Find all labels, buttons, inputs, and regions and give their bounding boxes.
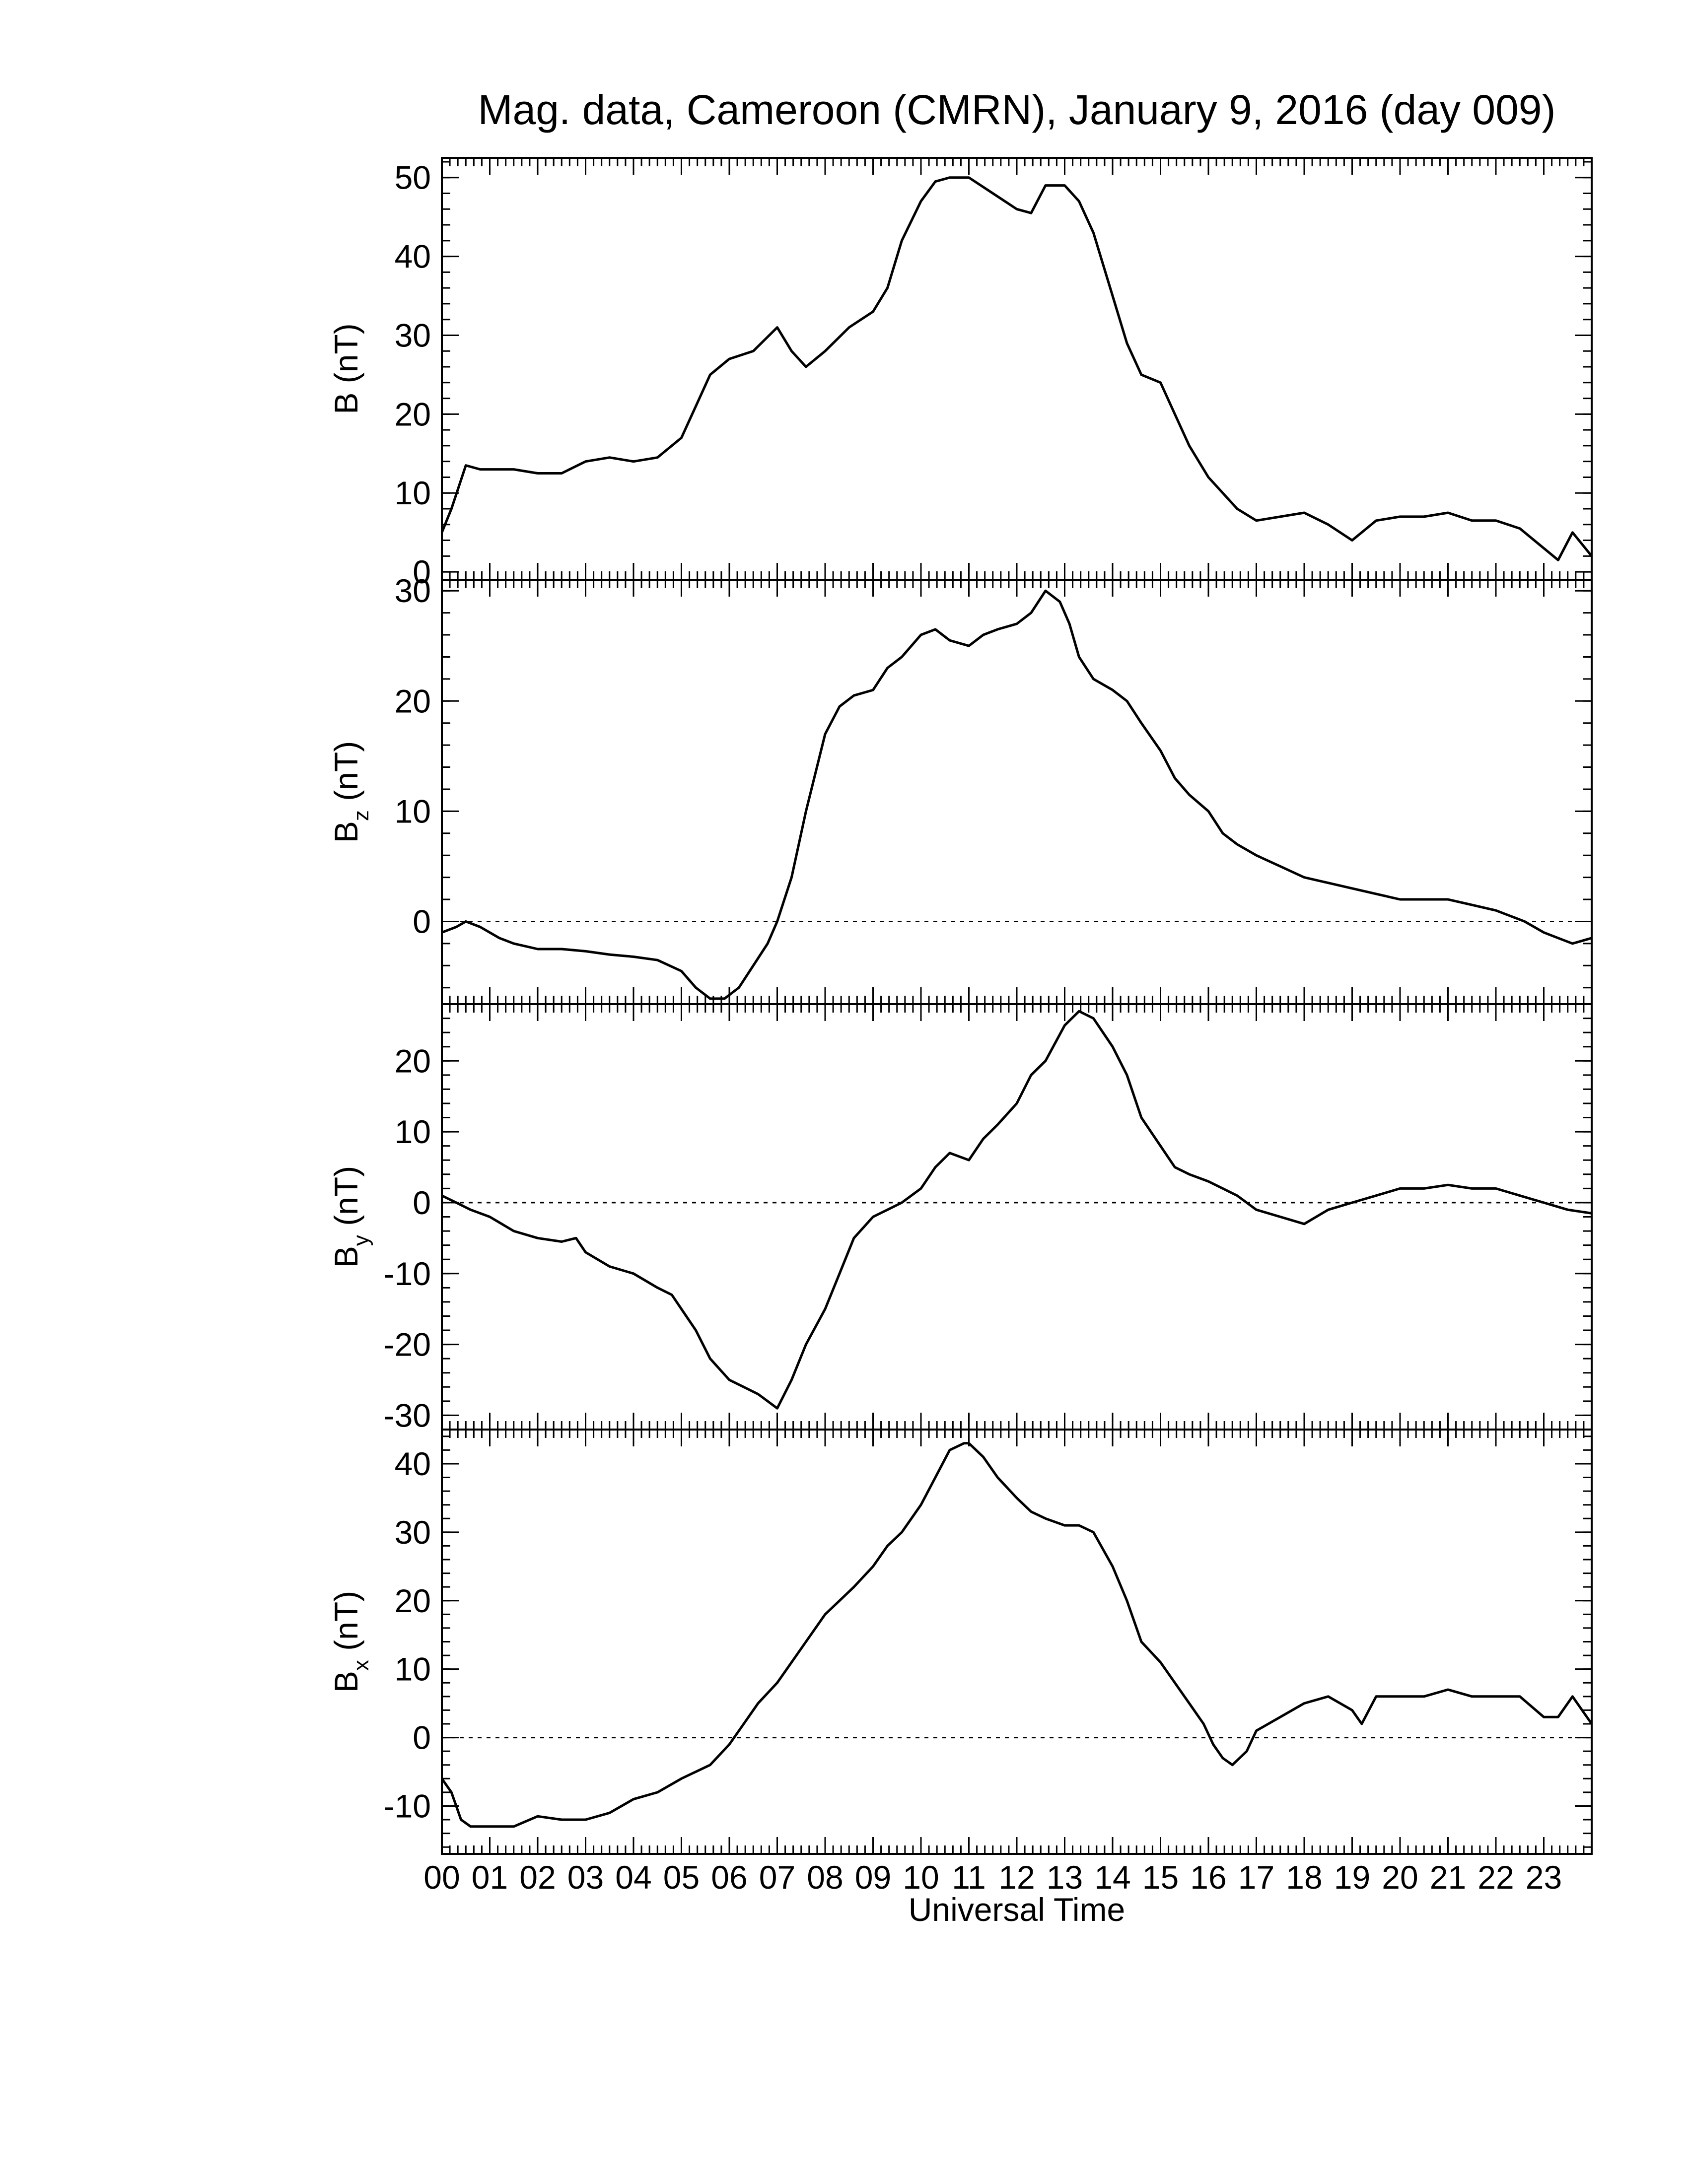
x-tick-label: 19 <box>1334 1859 1370 1896</box>
x-tick-label: 10 <box>903 1859 939 1896</box>
y-tick-label: -20 <box>384 1326 431 1363</box>
x-tick-label: 05 <box>663 1859 700 1896</box>
y-tick-label: 10 <box>395 1651 431 1688</box>
panel-Bz: 0 10 20 30 Bz (nT) <box>328 572 1593 1005</box>
y-tick-label: 0 <box>413 903 431 940</box>
panel-Bx: -10 0 10 20 30 40 Bx (nT) <box>328 1429 1593 1855</box>
y-tick-label: 40 <box>395 1445 431 1482</box>
x-axis-label: Universal Time <box>909 1891 1125 1928</box>
y-tick-label: 30 <box>395 1514 431 1551</box>
x-tick-label: 23 <box>1526 1859 1562 1896</box>
x-tick-label: 12 <box>998 1859 1035 1896</box>
x-tick-label: 04 <box>615 1859 651 1896</box>
panel-frame <box>441 1429 1593 1855</box>
y-tick-label: 0 <box>413 1184 431 1221</box>
panel-frame <box>441 1003 1593 1431</box>
data-line-Bx <box>440 1442 1593 1828</box>
x-tick-label: 21 <box>1430 1859 1466 1896</box>
y-tick-label: -10 <box>384 1255 431 1292</box>
y-axis-label: B (nT) <box>328 323 364 414</box>
panel-By: -30 -20 -10 0 10 20 By (nT) <box>328 1003 1593 1433</box>
y-axis-label: By (nT) <box>328 1166 373 1268</box>
y-tick-label: 10 <box>395 475 431 511</box>
data-line-B <box>440 176 1593 561</box>
y-tick-label: 10 <box>395 1113 431 1150</box>
y-tick-label: 20 <box>395 1042 431 1079</box>
y-tick-label: 40 <box>395 238 431 275</box>
x-tick-label: 06 <box>711 1859 747 1896</box>
x-tick-label: 08 <box>807 1859 843 1896</box>
x-axis: 00 01 02 03 04 05 06 07 08 09 10 11 12 13 14 15 16 17 18 19… <box>423 1859 1562 1896</box>
y-tick-label: -10 <box>384 1787 431 1824</box>
panel-frame <box>441 579 1593 1005</box>
x-tick-label: 00 <box>423 1859 460 1896</box>
x-tick-label: 02 <box>519 1859 556 1896</box>
x-tick-label: 18 <box>1286 1859 1322 1896</box>
x-tick-label: 07 <box>759 1859 795 1896</box>
y-tick-label: 30 <box>395 317 431 353</box>
panel-B: 0 10 20 30 40 50 B (nT) <box>328 157 1593 590</box>
y-tick-label: 50 <box>395 159 431 196</box>
y-tick-label: -30 <box>384 1397 431 1433</box>
x-tick-label: 22 <box>1477 1859 1514 1896</box>
y-tick-label: 20 <box>395 1582 431 1619</box>
x-tick-label: 20 <box>1382 1859 1418 1896</box>
x-tick-label: 03 <box>567 1859 604 1896</box>
y-tick-label: 20 <box>395 396 431 432</box>
y-tick-label: 20 <box>395 682 431 719</box>
y-tick-label: 30 <box>395 572 431 609</box>
x-tick-label: 13 <box>1047 1859 1083 1896</box>
y-tick-label: 0 <box>413 553 431 590</box>
y-tick-label: 0 <box>413 1719 431 1756</box>
data-line-By <box>441 1010 1592 1410</box>
x-tick-label: 11 <box>952 1859 986 1896</box>
y-axis-label: Bz (nT) <box>328 741 373 843</box>
x-tick-label: 01 <box>472 1859 508 1896</box>
y-axis-label: Bx (nT) <box>328 1591 373 1693</box>
x-tick-label: 15 <box>1142 1859 1179 1896</box>
x-tick-label: 17 <box>1238 1859 1274 1896</box>
panels-group: 0 10 20 30 40 50 B (nT) 0 10 20 30 Bz (nT) -30 -20 -10… <box>328 157 1593 1855</box>
x-tick-label: 16 <box>1190 1859 1226 1896</box>
x-tick-label: 09 <box>855 1859 891 1896</box>
data-line-Bz <box>441 589 1592 1000</box>
chart-title: Mag. data, Cameroon (CMRN), January 9, 2… <box>478 86 1556 133</box>
x-tick-label: 14 <box>1094 1859 1130 1896</box>
y-tick-label: 10 <box>395 793 431 829</box>
